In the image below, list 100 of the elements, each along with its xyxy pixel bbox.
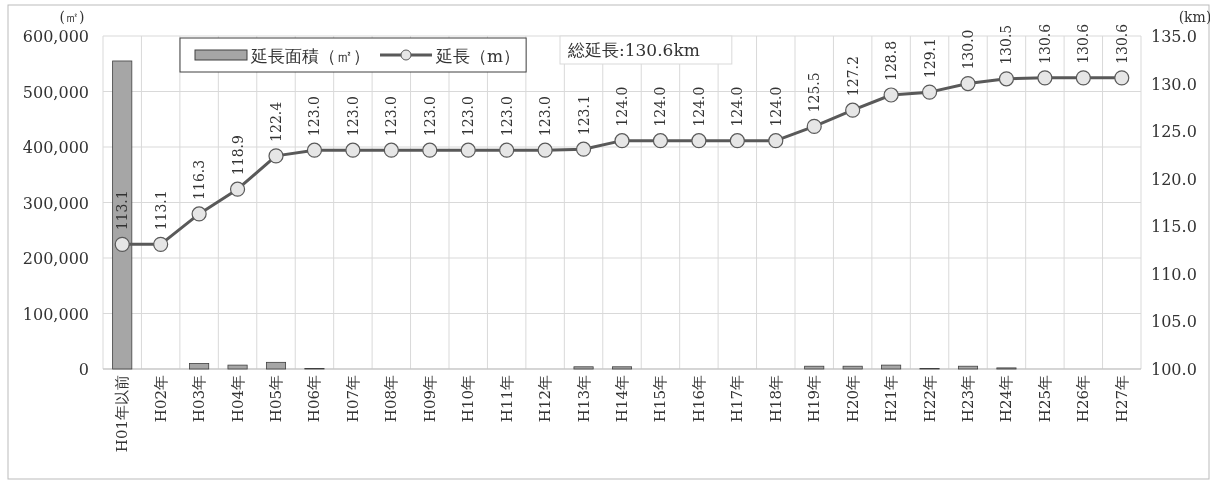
x-tick-label: H06年 (305, 375, 324, 423)
data-label: 127.2 (844, 56, 861, 97)
point (460, 142, 476, 158)
point (768, 133, 784, 149)
x-tick-label: H01年以前 (113, 375, 132, 453)
point (191, 206, 207, 222)
bar (265, 361, 287, 370)
y-tick-label: 600,000 (22, 27, 89, 46)
x-tick-label: H05年 (267, 375, 285, 423)
data-label: 123.0 (421, 96, 438, 137)
point (652, 133, 669, 149)
y2-tick-label: 100.0 (1151, 360, 1197, 379)
point (614, 133, 630, 149)
x-tick-label: H27年 (1112, 375, 1131, 423)
x-tick-label: H25年 (1035, 375, 1054, 423)
x-tick-label: H21年 (882, 375, 901, 423)
point (998, 71, 1015, 87)
bar (957, 365, 979, 370)
x-tick-label: H08年 (382, 375, 401, 423)
x-tick-label: H26年 (1074, 375, 1093, 423)
y2-tick-label: 105.0 (1151, 312, 1197, 332)
point (537, 142, 553, 158)
point (960, 75, 976, 92)
point (306, 142, 323, 158)
data-label: 123.0 (383, 96, 400, 137)
legend-label: 延長面積（㎡） (250, 46, 370, 66)
y-tick-label: 100,000 (22, 304, 89, 324)
data-label: 123.0 (306, 96, 323, 137)
point (1075, 70, 1091, 86)
point (1114, 70, 1130, 86)
y2-tick-label: 125.0 (1151, 122, 1197, 142)
bar (112, 60, 133, 370)
point (153, 236, 169, 252)
y-tick-label: 300,000 (22, 193, 89, 213)
bar (842, 365, 863, 370)
x-tick-label: H09年 (420, 375, 439, 423)
data-label: 123.1 (575, 95, 592, 136)
y-axis-title: (㎡) (59, 9, 85, 25)
point (691, 133, 707, 149)
bar (227, 364, 248, 370)
bar (804, 365, 825, 370)
data-label: 130.6 (1036, 23, 1053, 64)
x-tick-label: H18年 (766, 375, 785, 423)
point (499, 142, 515, 158)
data-label: 124.0 (614, 86, 630, 127)
point (729, 133, 745, 149)
y2-axis-title: (km) (1178, 9, 1210, 25)
data-label: 124.0 (729, 86, 746, 127)
x-tick-label: H10年 (459, 375, 478, 423)
point (806, 118, 822, 134)
data-label: 128.8 (883, 40, 900, 81)
point (345, 142, 361, 158)
data-label: 123.0 (498, 96, 515, 137)
y2-tick-label: 110.0 (1151, 264, 1197, 284)
legend-label: 延長（m） (435, 46, 521, 66)
bar (611, 366, 633, 370)
data-label: 125.5 (806, 72, 823, 113)
data-label: 130.6 (1113, 23, 1130, 64)
data-label: 130.0 (960, 29, 976, 70)
x-tick-label: H16年 (689, 375, 708, 423)
point (383, 142, 399, 158)
data-label: 113.1 (114, 190, 131, 231)
data-label: 130.5 (998, 24, 1015, 65)
data-label: 118.9 (229, 135, 246, 176)
annotation: 総延長:130.6km (567, 40, 700, 60)
data-label: 123.0 (460, 96, 477, 137)
x-tick-label: H17年 (728, 375, 747, 423)
y-tick-label: 0 (78, 360, 89, 379)
data-label: 122.4 (268, 101, 284, 142)
bar (881, 364, 902, 370)
point (1037, 70, 1053, 86)
x-tick-label: H12年 (536, 375, 555, 423)
x-tick-label: H19年 (805, 375, 824, 423)
y2-tick-label: 135.0 (1151, 27, 1197, 46)
y-tick-label: 200,000 (22, 249, 89, 268)
x-tick-label: H24年 (997, 375, 1016, 423)
data-label: 123.0 (344, 96, 361, 137)
point (268, 148, 284, 164)
y2-tick-label: 130.0 (1151, 74, 1197, 94)
data-label: 123.0 (537, 96, 554, 137)
y2-tick-label: 115.0 (1151, 217, 1197, 237)
x-tick-label: H23年 (959, 375, 977, 423)
bar (189, 363, 210, 370)
point (114, 236, 130, 252)
point (229, 181, 246, 197)
x-tick-label: H03年 (190, 375, 209, 423)
x-tick-label: H13年 (574, 375, 593, 423)
y-tick-label: 400,000 (22, 138, 89, 157)
y-tick-label: 500,000 (22, 82, 89, 102)
x-tick-label: H15年 (651, 375, 670, 423)
point (845, 102, 861, 118)
y2-tick-label: 120.0 (1151, 169, 1197, 189)
data-label: 130.6 (1075, 23, 1092, 64)
point (883, 87, 899, 103)
data-label: 124.0 (652, 86, 669, 127)
x-tick-label: H07年 (343, 375, 362, 423)
x-tick-label: H20年 (843, 375, 862, 423)
data-label: 116.3 (191, 159, 208, 200)
point (422, 142, 438, 158)
bar (573, 366, 594, 370)
